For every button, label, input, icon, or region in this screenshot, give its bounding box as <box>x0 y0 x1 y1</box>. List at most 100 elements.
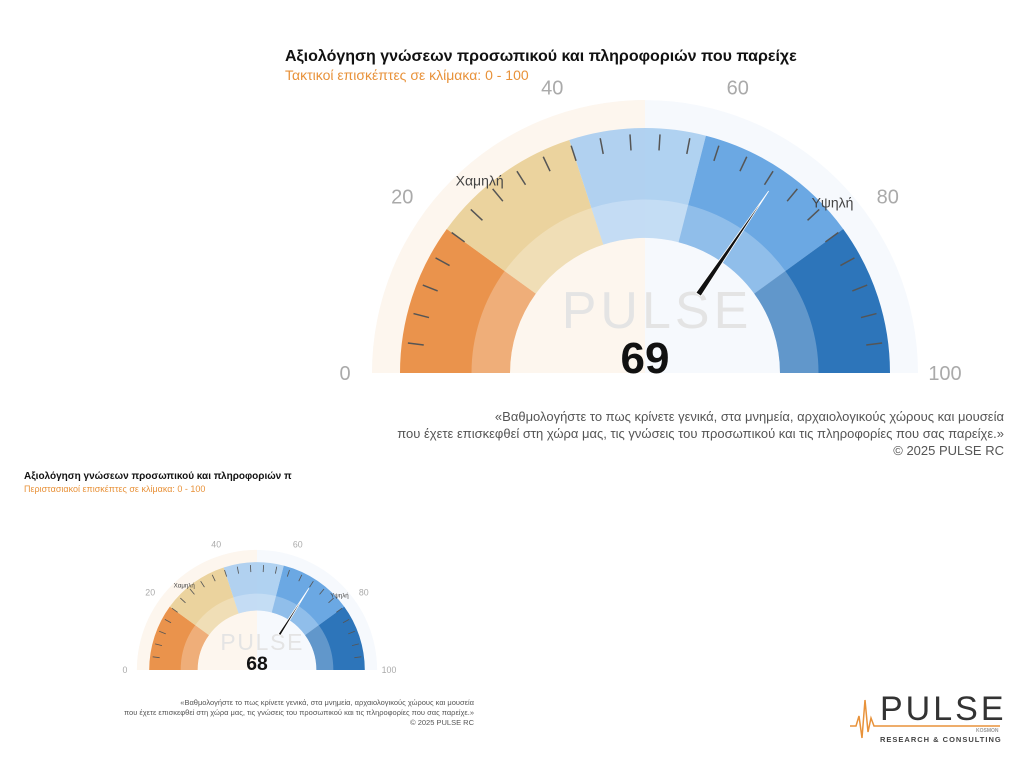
gauge-needle <box>277 588 310 636</box>
tick-label: 20 <box>145 587 155 597</box>
gauge-2-title: Αξιολόγηση γνώσεων προσωπικού και πληροφ… <box>24 471 292 482</box>
tick-label: 40 <box>211 540 221 550</box>
gauge-tick <box>189 588 195 595</box>
gauge-tick <box>200 580 205 588</box>
gauge-1-title: Αξιολόγηση γνώσεων προσωπικού και πληροφ… <box>285 48 797 65</box>
pulse-logo: PULSE KOSMON RESEARCH & CONSULTING <box>850 690 1007 744</box>
zone-label-high: Υψηλή <box>330 592 349 599</box>
tick-label: 100 <box>382 665 397 675</box>
gauge-tick <box>599 138 604 155</box>
gauge-1-subtitle: Τακτικοί επισκέπτες σε κλίμακα: 0 - 100 <box>285 67 529 83</box>
gauge-tick <box>658 134 661 151</box>
gauge-tick <box>451 231 466 243</box>
note-copyright: © 2025 PULSE RC <box>410 718 474 727</box>
gauge-band <box>678 135 844 294</box>
gauge-band <box>569 128 706 245</box>
gauge-tick <box>309 580 314 588</box>
gauge-tick <box>180 597 186 604</box>
svg-text:RESEARCH & CONSULTING: RESEARCH & CONSULTING <box>880 735 1002 744</box>
gauge-band-highlight <box>305 625 334 670</box>
note-line: που έχετε επισκεφθεί στη χώρα μας, τις γ… <box>123 708 474 717</box>
gauge-band-highlight <box>754 271 819 373</box>
gauge-1-note: «Βαθμολογήστε το πως κρίνετε γενικά, στα… <box>397 408 1004 459</box>
watermark-logo: PULSE <box>562 282 753 340</box>
gauge-value: 68 <box>246 653 268 675</box>
gauge-needle <box>695 190 769 297</box>
gauge-band <box>446 139 604 294</box>
gauge-tick <box>328 597 334 604</box>
gauge-tick <box>492 188 504 202</box>
gauge-tick <box>211 574 216 582</box>
gauge-tick <box>866 342 883 346</box>
tick-label: 60 <box>293 540 303 550</box>
gauge-tick <box>348 630 355 635</box>
gauge-tick <box>686 138 691 155</box>
gauge-tick <box>713 145 720 162</box>
gauge-tick <box>807 208 820 221</box>
gauge-band-highlight <box>471 271 536 373</box>
gauge-band-highlight <box>591 199 689 245</box>
gauge-band-highlight <box>678 204 786 294</box>
gauge-tick <box>629 134 632 151</box>
gauge-tick <box>435 257 450 267</box>
gauge-tick <box>407 342 424 346</box>
zone-label-low: Χαμηλή <box>174 582 196 589</box>
gauge-tick <box>470 208 483 221</box>
gauge-tick <box>351 643 359 646</box>
tick-label: 80 <box>877 187 899 209</box>
gauge-tick <box>824 231 839 243</box>
gauge-2-subtitle: Περιστασιακοί επισκέπτες σε κλίμακα: 0 -… <box>24 484 206 494</box>
gauge-tick <box>422 284 438 292</box>
gauge-band-highlight <box>271 596 319 636</box>
gauge-tick <box>413 312 430 319</box>
gauge-tick <box>224 569 228 577</box>
gauge-tick <box>171 607 178 613</box>
gauge-tick <box>155 643 163 646</box>
gauge-band <box>149 606 209 670</box>
gauge-band-highlight <box>180 625 209 670</box>
gauge-tick <box>763 170 774 186</box>
gauge-tick <box>860 312 877 319</box>
gauge-band <box>223 562 284 614</box>
gauge-band-highlight <box>233 593 276 614</box>
gauge-band <box>400 228 536 373</box>
tick-label: 60 <box>727 78 749 100</box>
gauge-tick <box>336 607 343 613</box>
gauge-band-highlight <box>195 597 239 636</box>
svg-text:PULSE: PULSE <box>880 690 1007 728</box>
gauge-tick <box>274 566 278 574</box>
gauge-tick <box>354 656 362 659</box>
gauge-band <box>305 606 365 670</box>
gauge-tick <box>159 630 166 635</box>
gauge-2-note: «Βαθμολογήστε το πως κρίνετε γενικά, στα… <box>60 698 474 728</box>
tick-label: 0 <box>123 665 128 675</box>
zone-label-high: Υψηλή <box>812 195 854 211</box>
note-line: «Βαθμολογήστε το πως κρίνετε γενικά, στα… <box>494 409 1004 424</box>
gauge-tick <box>342 618 350 624</box>
gauge-tick <box>319 588 325 595</box>
gauge-value: 69 <box>621 334 670 383</box>
gauge-band-highlight <box>504 207 604 294</box>
gauge-tick <box>786 188 798 202</box>
zone-label-low: Χαμηλή <box>456 172 504 188</box>
note-copyright: © 2025 PULSE RC <box>893 443 1004 458</box>
gauge-tick <box>542 156 551 172</box>
tick-label: 40 <box>541 78 563 100</box>
gauge-tick <box>570 145 577 162</box>
watermark-logo: PULSE <box>220 629 304 655</box>
tick-label: 20 <box>391 187 413 209</box>
note-line: που έχετε επισκεφθεί στη χώρα μας, τις γ… <box>397 426 1004 441</box>
gauge-tick <box>852 284 868 292</box>
gauge-tick <box>516 170 527 186</box>
gauge-tick <box>840 257 855 267</box>
gauge-tick <box>286 569 290 577</box>
gauge-tick <box>236 566 240 574</box>
gauge-tick <box>164 618 172 624</box>
tick-label: 100 <box>928 363 961 385</box>
note-line: «Βαθμολογήστε το πως κρίνετε γενικά, στα… <box>180 698 474 707</box>
gauge-tick <box>298 574 303 582</box>
tick-label: 0 <box>339 363 350 385</box>
gauge-tick <box>739 156 748 172</box>
